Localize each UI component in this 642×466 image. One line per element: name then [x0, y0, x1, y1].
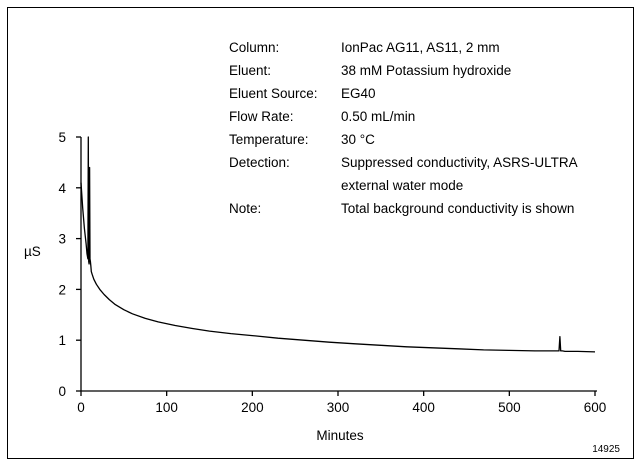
y-tick-label: 0 [58, 384, 66, 399]
condition-value: 0.50 mL/min [341, 109, 415, 124]
y-tick-label: 1 [58, 333, 66, 348]
y-axis-label: µS [24, 244, 41, 259]
condition-label: Column: [229, 40, 279, 55]
x-ticks: 0 100 200 300 400 500 600 [77, 391, 606, 415]
condition-label: Eluent Source: [229, 86, 318, 101]
condition-value: 38 mM Potassium hydroxide [341, 63, 511, 78]
x-tick-label: 600 [584, 400, 607, 415]
condition-value: 30 °C [341, 132, 375, 147]
x-tick-label: 100 [155, 400, 178, 415]
condition-value: IonPac AG11, AS11, 2 mm [341, 40, 500, 55]
condition-label: Temperature: [229, 132, 309, 147]
condition-value: Suppressed conductivity, ASRS-ULTRA [341, 155, 578, 170]
condition-label: Note: [229, 201, 261, 216]
x-tick-label: 200 [241, 400, 264, 415]
conditions-table: Column: IonPac AG11, AS11, 2 mm Eluent: 38 … [229, 40, 578, 216]
condition-value: Total background conductivity is shown [341, 201, 574, 216]
y-tick-label: 5 [58, 130, 66, 145]
y-tick-label: 3 [58, 232, 66, 247]
condition-label: Detection: [229, 155, 290, 170]
x-axis-label: Minutes [316, 428, 364, 443]
x-tick-label: 500 [498, 400, 521, 415]
chart-frame [7, 7, 634, 459]
condition-value: external water mode [341, 178, 463, 193]
figure-id: 14925 [592, 444, 620, 455]
x-tick-label: 300 [327, 400, 350, 415]
condition-label: Flow Rate: [229, 109, 294, 124]
condition-label: Eluent: [229, 63, 271, 78]
y-ticks: 0 1 2 3 4 5 [58, 130, 81, 399]
axes: 0 100 200 300 400 500 600 0 1 2 3 4 5 [58, 130, 606, 415]
y-tick-label: 2 [58, 282, 66, 297]
series-line [80, 136, 596, 353]
x-tick-label: 400 [412, 400, 435, 415]
condition-value: EG40 [341, 86, 376, 101]
y-tick-label: 4 [58, 181, 66, 196]
x-tick-label: 0 [77, 400, 85, 415]
